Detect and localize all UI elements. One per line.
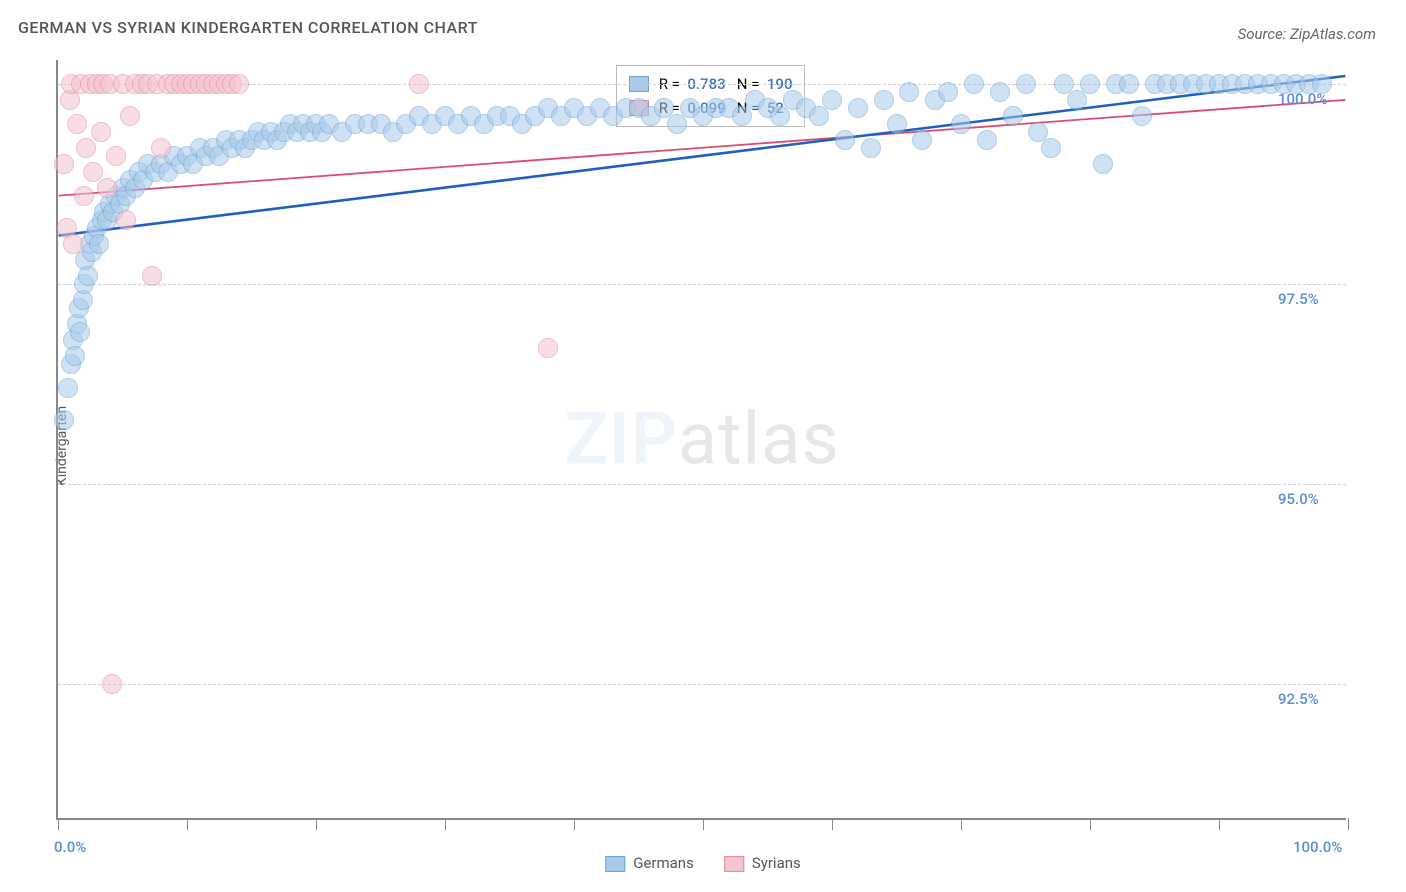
data-point	[770, 106, 790, 126]
data-point	[951, 114, 971, 134]
data-point	[54, 410, 74, 430]
data-point	[977, 130, 997, 150]
x-tick-label: 0.0%	[54, 838, 86, 856]
x-tick	[1348, 818, 1349, 830]
x-tick	[703, 818, 704, 830]
data-point	[67, 114, 87, 134]
data-point	[809, 106, 829, 126]
gridline	[58, 284, 1346, 285]
data-point	[861, 138, 881, 158]
data-point	[74, 186, 94, 206]
y-tick-label: 92.5%	[1278, 690, 1319, 708]
data-point	[835, 130, 855, 150]
x-tick	[58, 818, 59, 830]
data-point	[409, 74, 429, 94]
data-point	[732, 106, 752, 126]
data-point	[151, 138, 171, 158]
data-point	[848, 98, 868, 118]
data-point	[990, 82, 1010, 102]
data-point	[78, 266, 98, 286]
x-tick	[961, 818, 962, 830]
swatch-icon	[724, 856, 744, 872]
x-tick	[832, 818, 833, 830]
data-point	[102, 674, 122, 694]
data-point	[229, 74, 249, 94]
gridline	[58, 484, 1346, 485]
x-tick-label: 100.0%	[1293, 838, 1342, 856]
data-point	[65, 346, 85, 366]
data-point	[1080, 74, 1100, 94]
chart-title: GERMAN VS SYRIAN KINDERGARTEN CORRELATIO…	[18, 18, 478, 37]
trend-lines-layer	[58, 60, 1346, 818]
data-point	[1003, 106, 1023, 126]
watermark: ZIPatlas	[564, 397, 839, 482]
legend-label: Syrians	[752, 854, 801, 872]
gridline	[58, 684, 1346, 685]
data-point	[142, 266, 162, 286]
y-tick-label: 97.5%	[1278, 290, 1319, 308]
data-point	[91, 122, 111, 142]
data-point	[822, 90, 842, 110]
data-point	[538, 338, 558, 358]
data-point	[912, 130, 932, 150]
x-tick	[445, 818, 446, 830]
data-point	[120, 106, 140, 126]
source-label: Source: ZipAtlas.com	[1238, 25, 1376, 43]
data-point	[58, 378, 78, 398]
data-point	[97, 178, 117, 198]
legend-label: Germans	[633, 854, 694, 872]
x-tick	[574, 818, 575, 830]
swatch-icon	[605, 856, 625, 872]
data-point	[76, 138, 96, 158]
y-tick-label: 95.0%	[1278, 490, 1319, 508]
series-legend: Germans Syrians	[605, 854, 801, 872]
data-point	[1041, 138, 1061, 158]
data-point	[54, 154, 74, 174]
data-point	[63, 234, 83, 254]
data-point	[938, 82, 958, 102]
data-point	[1093, 154, 1113, 174]
data-point	[964, 74, 984, 94]
x-tick	[1219, 818, 1220, 830]
data-point	[899, 82, 919, 102]
data-point	[1132, 106, 1152, 126]
data-point	[1119, 74, 1139, 94]
data-point	[106, 146, 126, 166]
data-point	[116, 210, 136, 230]
plot-area: ZIPatlas R = 0.783 N = 190 R = 0.099 N =…	[56, 60, 1346, 820]
data-point	[1067, 90, 1087, 110]
data-point	[1312, 74, 1332, 94]
x-tick	[1090, 818, 1091, 830]
data-point	[667, 114, 687, 134]
data-point	[874, 90, 894, 110]
data-point	[89, 234, 109, 254]
data-point	[83, 162, 103, 182]
x-tick	[187, 818, 188, 830]
x-tick	[316, 818, 317, 830]
chart-root: GERMAN VS SYRIAN KINDERGARTEN CORRELATIO…	[0, 0, 1406, 892]
legend-item: Syrians	[724, 854, 801, 872]
data-point	[1016, 74, 1036, 94]
data-point	[887, 114, 907, 134]
legend-item: Germans	[605, 854, 694, 872]
data-point	[70, 322, 90, 342]
